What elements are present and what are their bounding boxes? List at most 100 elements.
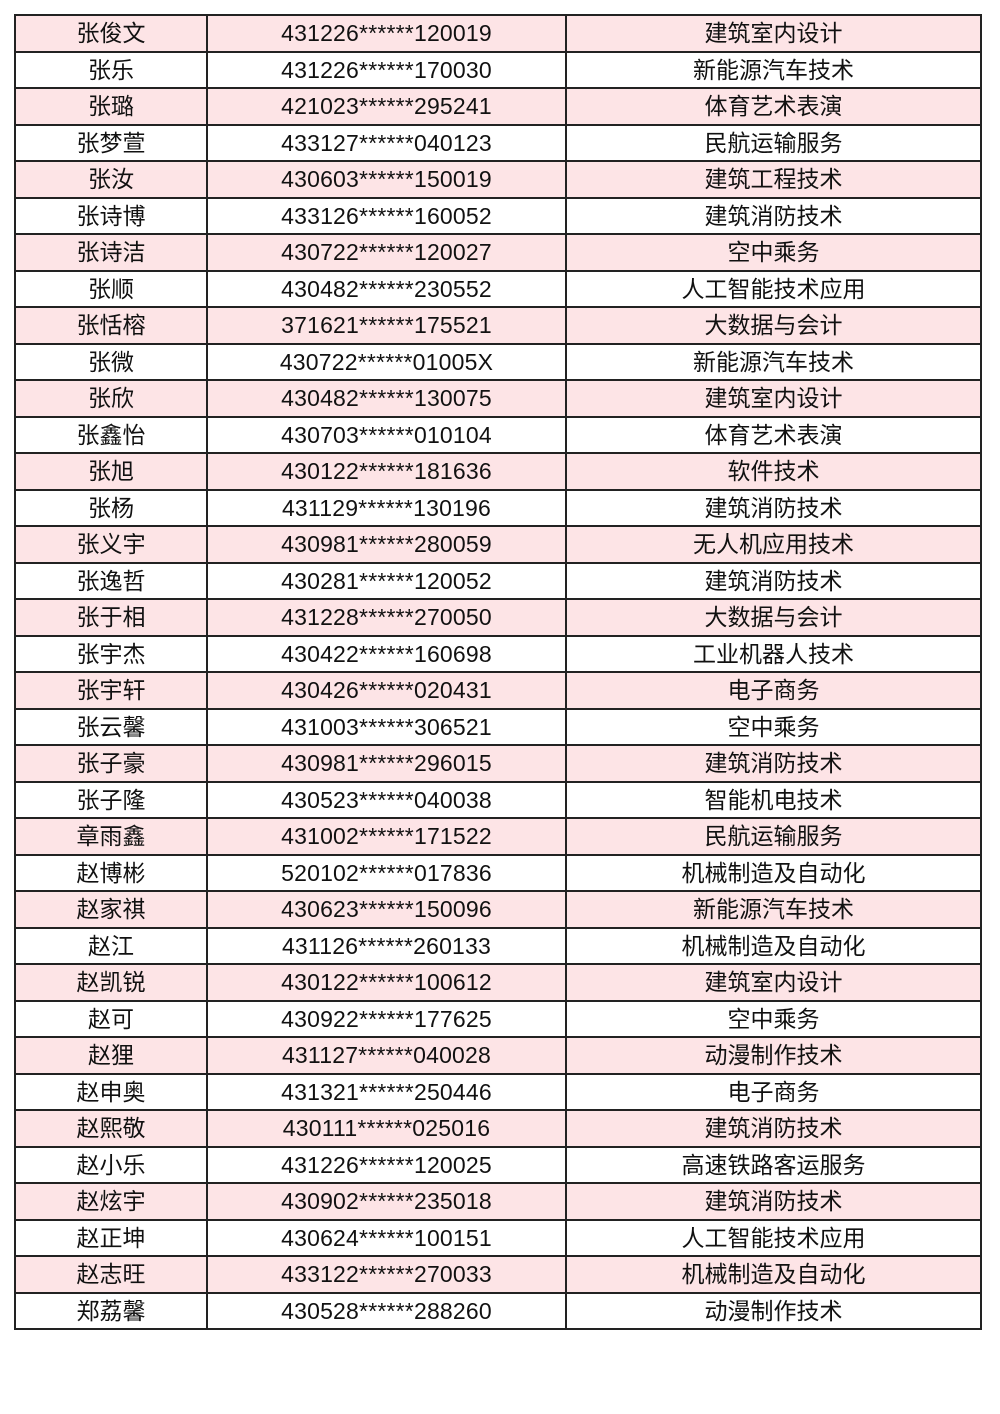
table-row: 张逸哲 430281******120052 建筑消防技术 [14, 561, 982, 600]
major-cell: 建筑室内设计 [565, 14, 982, 53]
name-cell: 张微 [14, 342, 208, 381]
name-cell: 张鑫怡 [14, 415, 208, 454]
id-number-cell: 430902******235018 [206, 1182, 567, 1221]
table-row: 张诗博 433126******160052 建筑消防技术 [14, 196, 982, 235]
table-row: 郑荔馨 430528******288260 动漫制作技术 [14, 1291, 982, 1330]
id-number-cell: 431321******250446 [206, 1072, 567, 1111]
table-row: 赵凯锐 430122******100612 建筑室内设计 [14, 963, 982, 1002]
major-cell: 民航运输服务 [565, 123, 982, 162]
id-number-cell: 430922******177625 [206, 999, 567, 1038]
id-number-cell: 520102******017836 [206, 853, 567, 892]
table-body: 张俊文 431226******120019 建筑室内设计 张乐 431226*****… [14, 14, 982, 1330]
major-cell: 建筑工程技术 [565, 160, 982, 199]
major-cell: 人工智能技术应用 [565, 1218, 982, 1257]
id-number-cell: 430122******181636 [206, 452, 567, 491]
table-row: 张顺 430482******230552 人工智能技术应用 [14, 269, 982, 308]
id-number-cell: 430722******01005X [206, 342, 567, 381]
table-row: 张于相 431228******270050 大数据与会计 [14, 598, 982, 637]
major-cell: 建筑消防技术 [565, 561, 982, 600]
name-cell: 张子隆 [14, 780, 208, 819]
name-cell: 赵小乐 [14, 1145, 208, 1184]
name-cell: 张杨 [14, 488, 208, 527]
major-cell: 建筑室内设计 [565, 963, 982, 1002]
name-cell: 张恬榕 [14, 306, 208, 345]
id-number-cell: 431126******260133 [206, 926, 567, 965]
id-number-cell: 430122******100612 [206, 963, 567, 1002]
id-number-cell: 430981******280059 [206, 525, 567, 564]
name-cell: 赵博彬 [14, 853, 208, 892]
id-number-cell: 431003******306521 [206, 707, 567, 746]
major-cell: 体育艺术表演 [565, 87, 982, 126]
id-number-cell: 371621******175521 [206, 306, 567, 345]
table-row: 张俊文 431226******120019 建筑室内设计 [14, 14, 982, 53]
table-row: 张汝 430603******150019 建筑工程技术 [14, 160, 982, 199]
name-cell: 张乐 [14, 50, 208, 89]
table-row: 张诗洁 430722******120027 空中乘务 [14, 233, 982, 272]
name-cell: 张梦萱 [14, 123, 208, 162]
major-cell: 大数据与会计 [565, 598, 982, 637]
table-row: 赵博彬 520102******017836 机械制造及自动化 [14, 853, 982, 892]
major-cell: 动漫制作技术 [565, 1036, 982, 1075]
table-row: 赵志旺 433122******270033 机械制造及自动化 [14, 1255, 982, 1294]
table-row: 张子豪 430981******296015 建筑消防技术 [14, 744, 982, 783]
name-cell: 张俊文 [14, 14, 208, 53]
id-number-cell: 430624******100151 [206, 1218, 567, 1257]
name-cell: 张璐 [14, 87, 208, 126]
name-cell: 赵申奥 [14, 1072, 208, 1111]
name-cell: 赵江 [14, 926, 208, 965]
table-row: 赵申奥 431321******250446 电子商务 [14, 1072, 982, 1111]
table-row: 张旭 430122******181636 软件技术 [14, 452, 982, 491]
name-cell: 赵志旺 [14, 1255, 208, 1294]
major-cell: 工业机器人技术 [565, 634, 982, 673]
id-number-cell: 433126******160052 [206, 196, 567, 235]
table-row: 张鑫怡 430703******010104 体育艺术表演 [14, 415, 982, 454]
name-cell: 张欣 [14, 379, 208, 418]
table-row: 赵江 431126******260133 机械制造及自动化 [14, 926, 982, 965]
table-row: 张宇轩 430426******020431 电子商务 [14, 671, 982, 710]
major-cell: 无人机应用技术 [565, 525, 982, 564]
major-cell: 建筑消防技术 [565, 1182, 982, 1221]
major-cell: 民航运输服务 [565, 817, 982, 856]
major-cell: 软件技术 [565, 452, 982, 491]
id-number-cell: 430482******230552 [206, 269, 567, 308]
id-number-cell: 430422******160698 [206, 634, 567, 673]
major-cell: 建筑消防技术 [565, 1109, 982, 1148]
table-row: 赵可 430922******177625 空中乘务 [14, 999, 982, 1038]
table-row: 张欣 430482******130075 建筑室内设计 [14, 379, 982, 418]
major-cell: 体育艺术表演 [565, 415, 982, 454]
name-cell: 张逸哲 [14, 561, 208, 600]
major-cell: 人工智能技术应用 [565, 269, 982, 308]
table-row: 赵炫宇 430902******235018 建筑消防技术 [14, 1182, 982, 1221]
id-number-cell: 431226******120019 [206, 14, 567, 53]
id-number-cell: 430981******296015 [206, 744, 567, 783]
table-row: 赵狸 431127******040028 动漫制作技术 [14, 1036, 982, 1075]
name-cell: 张宇轩 [14, 671, 208, 710]
name-cell: 张子豪 [14, 744, 208, 783]
major-cell: 机械制造及自动化 [565, 853, 982, 892]
table-row: 章雨鑫 431002******171522 民航运输服务 [14, 817, 982, 856]
table-row: 张杨 431129******130196 建筑消防技术 [14, 488, 982, 527]
major-cell: 新能源汽车技术 [565, 342, 982, 381]
table-row: 张子隆 430523******040038 智能机电技术 [14, 780, 982, 819]
id-number-cell: 430523******040038 [206, 780, 567, 819]
major-cell: 空中乘务 [565, 233, 982, 272]
table-row: 张璐 421023******295241 体育艺术表演 [14, 87, 982, 126]
table-row: 赵熙敬 430111******025016 建筑消防技术 [14, 1109, 982, 1148]
name-cell: 赵炫宇 [14, 1182, 208, 1221]
table-row: 赵小乐 431226******120025 高速铁路客运服务 [14, 1145, 982, 1184]
major-cell: 建筑消防技术 [565, 196, 982, 235]
major-cell: 建筑室内设计 [565, 379, 982, 418]
student-table: 张俊文 431226******120019 建筑室内设计 张乐 431226*****… [14, 14, 982, 1330]
major-cell: 空中乘务 [565, 999, 982, 1038]
name-cell: 张义宇 [14, 525, 208, 564]
table-row: 张义宇 430981******280059 无人机应用技术 [14, 525, 982, 564]
id-number-cell: 421023******295241 [206, 87, 567, 126]
id-number-cell: 430482******130075 [206, 379, 567, 418]
major-cell: 大数据与会计 [565, 306, 982, 345]
name-cell: 张汝 [14, 160, 208, 199]
id-number-cell: 431129******130196 [206, 488, 567, 527]
name-cell: 赵熙敬 [14, 1109, 208, 1148]
major-cell: 动漫制作技术 [565, 1291, 982, 1330]
id-number-cell: 430703******010104 [206, 415, 567, 454]
name-cell: 赵狸 [14, 1036, 208, 1075]
